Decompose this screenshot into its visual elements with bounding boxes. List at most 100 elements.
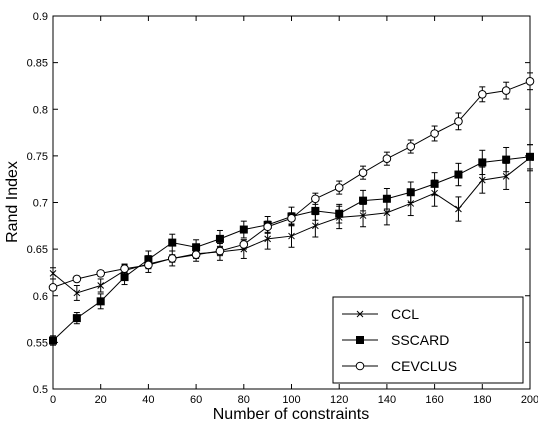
data-point	[430, 129, 439, 138]
data-point	[96, 297, 105, 306]
marker-stroke	[73, 289, 81, 297]
data-point	[478, 176, 486, 184]
data-point	[335, 209, 344, 218]
data-point	[406, 142, 416, 151]
data-point	[287, 214, 296, 223]
data-point	[526, 152, 534, 161]
data-point	[311, 194, 320, 204]
x-tick-label: 20	[95, 394, 107, 406]
legend-marker	[356, 336, 364, 344]
marker-stroke	[383, 209, 391, 217]
y-tick-label: 0.7	[33, 198, 48, 210]
x-tick-label: 200	[521, 394, 538, 406]
x-tick-label: 180	[473, 394, 491, 406]
x-tick-label: 80	[238, 394, 250, 406]
data-point	[97, 282, 105, 289]
marker-stroke	[455, 205, 462, 213]
marker-stroke	[264, 235, 272, 243]
marker-stroke	[478, 176, 486, 184]
y-tick-label: 0.5	[33, 384, 48, 396]
data-point	[454, 170, 463, 179]
axis-ticks: 0 20 40 60 80 100 120 140 160 180 200 0.5 0.55 0.6 0.6…	[27, 11, 538, 406]
marker-stroke	[356, 310, 364, 318]
data-point	[382, 194, 391, 203]
x-axis-label: Number of constraints	[213, 406, 370, 423]
data-point	[454, 117, 463, 126]
data-point	[96, 269, 105, 278]
legend-entry: CEVCLUS	[342, 358, 457, 374]
legend-label: CCL	[391, 306, 419, 322]
marker-stroke	[97, 282, 105, 289]
marker-stroke	[359, 212, 367, 219]
data-point	[359, 196, 368, 205]
data-point	[407, 200, 415, 207]
data-point	[168, 238, 177, 247]
legend-marker	[355, 361, 365, 371]
legend: CCL SSCARD CEVCLUS	[332, 296, 524, 384]
y-tick-label: 0.85	[27, 58, 48, 70]
marker-stroke	[407, 200, 415, 207]
y-tick-label: 0.9	[33, 11, 48, 23]
data-point	[48, 283, 58, 292]
data-point	[358, 168, 368, 177]
data-point	[478, 90, 487, 99]
legend-label: CEVCLUS	[391, 358, 457, 374]
data-point	[288, 232, 295, 240]
marker-stroke	[502, 173, 510, 180]
data-point	[455, 205, 462, 213]
data-point	[311, 222, 319, 230]
marker-stroke	[49, 270, 57, 277]
x-tick-label: 40	[142, 394, 154, 406]
data-point	[144, 260, 153, 270]
data-point	[478, 158, 487, 167]
data-point	[72, 274, 82, 284]
data-point	[120, 264, 129, 274]
data-point	[359, 212, 367, 219]
data-point	[215, 234, 224, 243]
data-point	[334, 183, 344, 192]
data-point	[120, 273, 129, 282]
x-tick-label: 140	[378, 394, 396, 406]
x-tick-label: 60	[190, 394, 202, 406]
legend-marker	[356, 310, 364, 318]
legend-entry: CCL	[342, 306, 419, 322]
x-tick-label: 0	[50, 394, 56, 406]
data-point	[167, 254, 177, 263]
x-tick-label: 160	[425, 394, 443, 406]
data-point	[502, 155, 511, 164]
legend-entry: SSCARD	[342, 332, 449, 348]
series-cevclus	[48, 72, 535, 292]
data-point	[239, 225, 248, 234]
legend-label: SSCARD	[391, 332, 449, 348]
data-point	[49, 270, 57, 277]
series-layer	[48, 72, 535, 346]
y-tick-label: 0.55	[27, 337, 48, 349]
marker-stroke	[311, 222, 319, 230]
x-tick-label: 120	[330, 394, 348, 406]
data-point	[73, 289, 81, 297]
y-tick-label: 0.65	[27, 244, 48, 256]
data-point	[382, 154, 392, 163]
data-point	[264, 235, 272, 243]
data-point	[239, 240, 249, 249]
y-tick-label: 0.6	[33, 291, 48, 303]
data-point	[406, 188, 415, 197]
data-point	[525, 76, 535, 86]
x-tick-label: 100	[282, 394, 300, 406]
y-tick-label: 0.8	[33, 104, 48, 116]
data-point	[430, 179, 439, 188]
data-point	[502, 173, 510, 180]
data-point	[311, 206, 320, 215]
y-axis-label: Rand Index	[4, 161, 21, 243]
data-point	[263, 222, 272, 232]
marker-stroke	[288, 232, 295, 240]
data-point	[192, 243, 201, 252]
data-point	[72, 314, 81, 323]
data-point	[49, 336, 57, 345]
data-point	[383, 209, 391, 217]
data-point	[501, 86, 511, 95]
data-point	[215, 246, 225, 256]
y-tick-label: 0.75	[27, 151, 48, 163]
data-point	[191, 250, 201, 260]
